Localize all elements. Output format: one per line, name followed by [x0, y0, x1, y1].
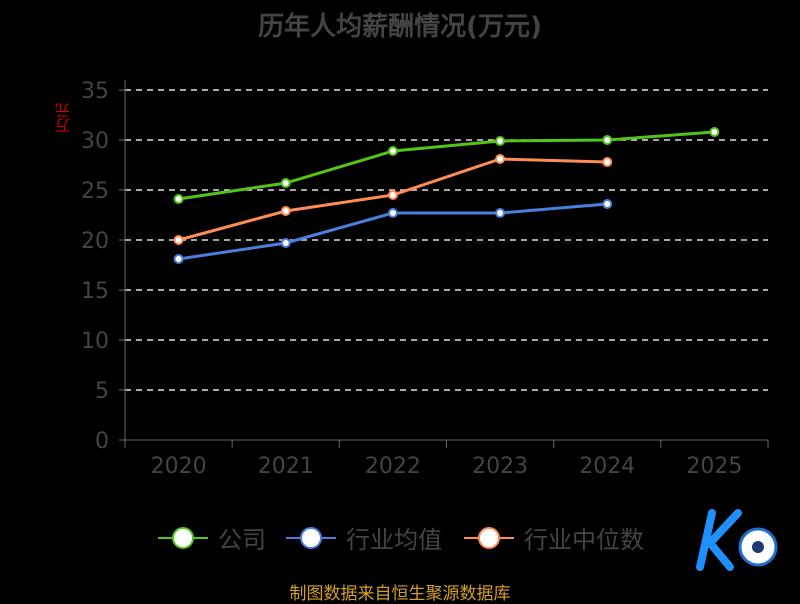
y-tick-label: 5: [95, 379, 109, 404]
watermark-logo: [690, 505, 790, 575]
legend-label: 公司: [218, 526, 266, 554]
y-tick-label: 30: [81, 129, 109, 154]
watermark-k-ball-icon: [696, 509, 778, 571]
legend-item[interactable]: 行业均值: [286, 520, 442, 555]
y-tick-label: 0: [95, 429, 109, 454]
data-point: [280, 238, 291, 248]
legend-marker-icon: [286, 526, 336, 549]
data-point: [280, 178, 291, 188]
legend-item[interactable]: 行业中位数: [464, 520, 644, 555]
y-tick-label: 25: [81, 179, 109, 204]
x-tick-label: 2023: [472, 454, 528, 479]
series-line: [178, 130, 715, 201]
x-tick-label: 2021: [258, 454, 314, 479]
source-note: 制图数据来自恒生聚源数据库: [289, 584, 511, 604]
data-point: [602, 157, 613, 167]
data-point: [173, 254, 184, 264]
data-point: [709, 127, 720, 137]
legend-label: 行业均值: [346, 526, 442, 554]
legend-item[interactable]: 公司: [158, 520, 266, 555]
legend-marker-icon: [464, 526, 514, 549]
data-point: [495, 154, 506, 164]
x-tick-label: 2020: [151, 454, 207, 479]
data-point: [173, 194, 184, 204]
y-tick-label: 10: [81, 329, 109, 354]
data-point: [495, 208, 506, 218]
data-point: [173, 235, 184, 245]
legend-marker-icon: [158, 526, 208, 549]
data-point: [387, 146, 398, 156]
data-point: [280, 206, 291, 216]
y-tick-label: 20: [81, 229, 109, 254]
data-point: [495, 136, 506, 146]
chart-title: 历年人均薪酬情况(万元): [258, 12, 542, 42]
x-tick-label: 2024: [579, 454, 635, 479]
data-point: [387, 208, 398, 218]
x-tick-label: 2022: [365, 454, 421, 479]
data-point: [602, 135, 613, 145]
data-point: [387, 190, 398, 200]
y-tick-label: 35: [81, 79, 109, 104]
legend-label: 行业中位数: [524, 526, 644, 554]
x-tick-label: 2025: [686, 454, 742, 479]
data-point: [602, 199, 613, 209]
y-tick-label: 15: [81, 279, 109, 304]
